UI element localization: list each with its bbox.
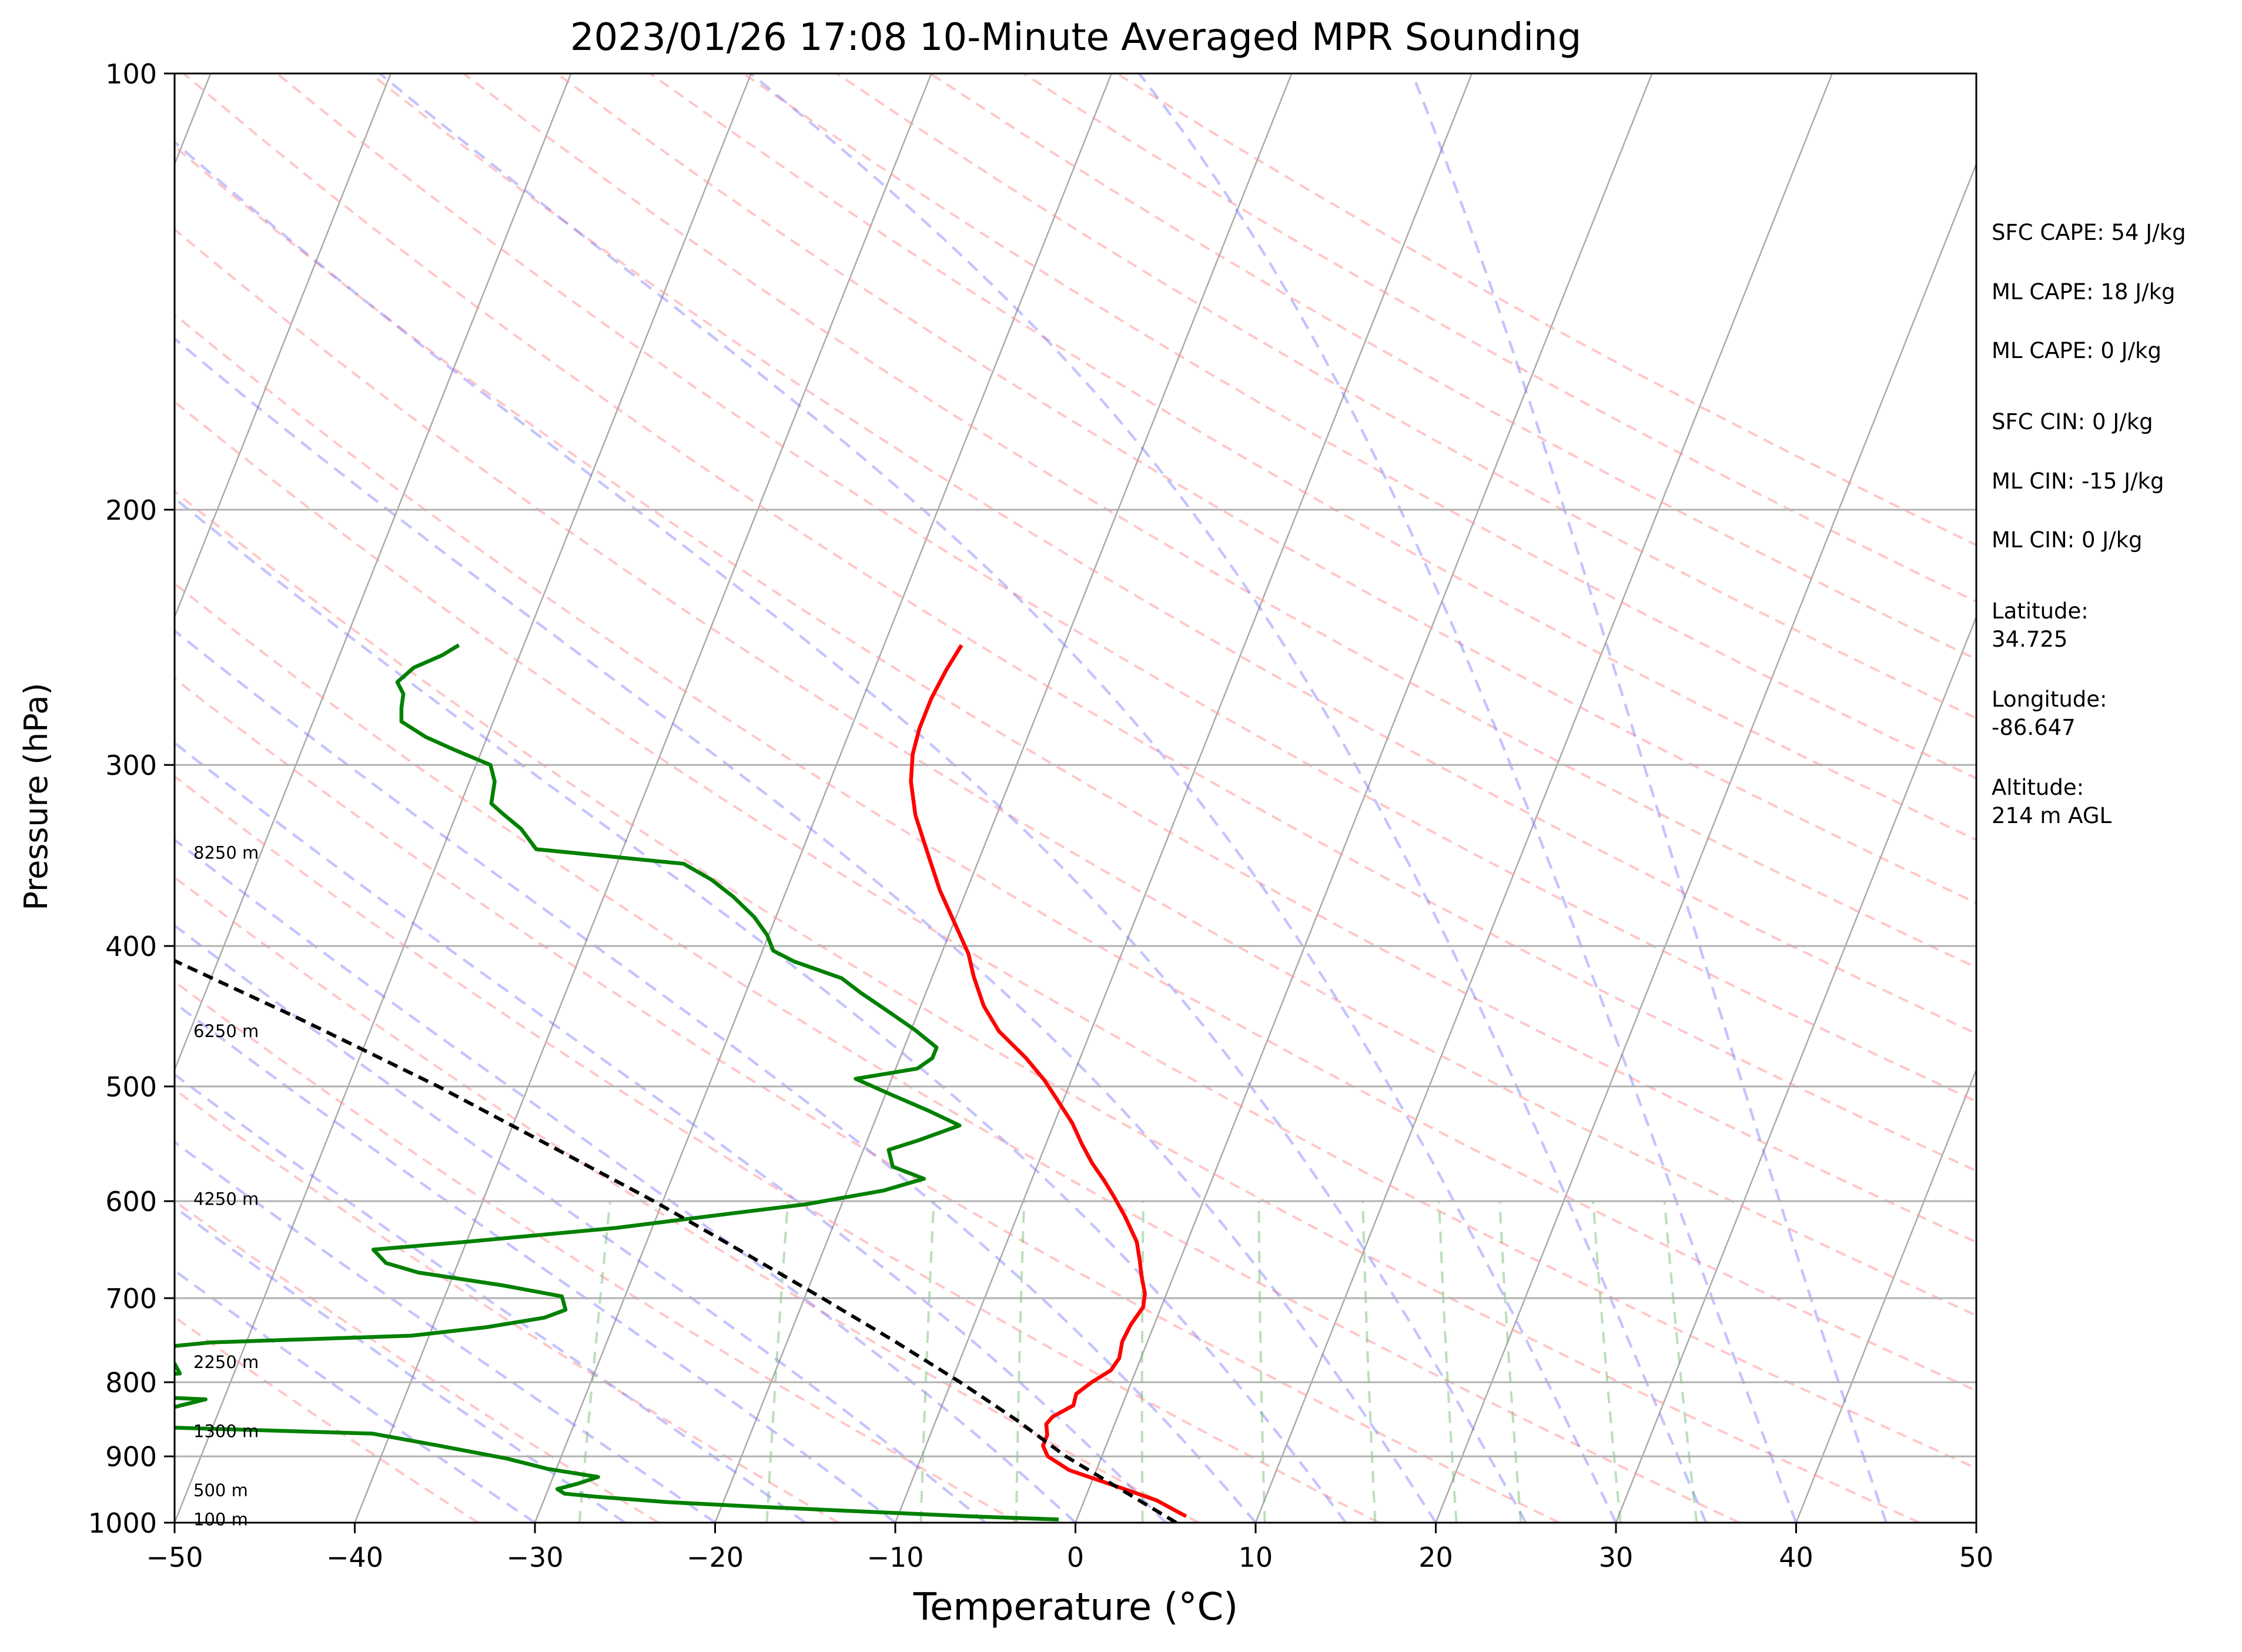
- x-axis-label: Temperature (°C): [913, 1586, 1238, 1629]
- dry-adiabat-line: [649, 73, 1976, 841]
- longitude-value: -86.647: [1992, 715, 2076, 740]
- moist-adiabat-line: [1411, 73, 1888, 1523]
- y-tick-label: 200: [105, 494, 157, 526]
- isotherm-line: [894, 73, 1473, 1523]
- height-label: 8250 m: [193, 843, 259, 863]
- dry-adiabat-line: [175, 1315, 479, 1523]
- isotherm-line: [175, 73, 572, 1072]
- dry-adiabat-line: [175, 228, 1976, 1317]
- latitude-value: 34.725: [1992, 627, 2068, 652]
- dry-adiabat-line: [175, 582, 1740, 1523]
- dry-adiabat-line: [175, 677, 1560, 1523]
- dry-adiabat-line: [463, 73, 1976, 969]
- dry-adiabat-line: [369, 73, 1976, 1035]
- y-tick-label: 100: [105, 58, 157, 90]
- y-tick-label: 300: [105, 750, 157, 781]
- height-label: 1300 m: [193, 1422, 259, 1442]
- y-tick-label: 1000: [88, 1507, 157, 1539]
- dry-adiabat-line: [182, 73, 1976, 1172]
- isotherm-line: [1254, 73, 1833, 1523]
- x-tick-label: 50: [1959, 1541, 1994, 1573]
- latitude-label: Latitude:: [1992, 598, 2089, 624]
- dry-adiabat-line: [175, 1088, 839, 1523]
- y-tick-label: 800: [105, 1367, 157, 1399]
- x-axis-ticks: −50 −40 −30 −20 −10 0 10 20 30 40 50: [146, 1523, 1993, 1573]
- isotherm-line: [1435, 162, 1976, 1523]
- dry-adiabat-line: [175, 145, 1976, 1243]
- y-tick-label: 700: [105, 1283, 157, 1315]
- y-tick-label: 600: [105, 1186, 157, 1218]
- x-tick-label: 40: [1779, 1541, 1813, 1573]
- isotherm-line: [354, 73, 932, 1523]
- isotherm-line: [534, 73, 1112, 1523]
- temperature-profile-line: [909, 644, 1187, 1519]
- moist-adiabat-line: [175, 496, 1347, 1523]
- moist-adiabat-line: [379, 73, 1618, 1523]
- moist-adiabat-line: [175, 1001, 896, 1523]
- moist-adiabat-line: [175, 629, 1257, 1523]
- dry-adiabat-line: [556, 73, 1976, 905]
- isotherm-line: [175, 73, 391, 619]
- x-tick-label: 0: [1067, 1541, 1084, 1573]
- moist-adiabat-line: [175, 741, 1167, 1523]
- isotherm-line: [714, 73, 1293, 1523]
- x-tick-label: −20: [687, 1541, 744, 1573]
- ml-cin-text: ML CIN: -15 J/kg: [1992, 469, 2164, 494]
- reference-lines: [175, 73, 1976, 1523]
- isotherm-line: [1615, 614, 1976, 1523]
- y-tick-label: 500: [105, 1071, 157, 1103]
- longitude-label: Longitude:: [1992, 687, 2107, 712]
- dry-adiabat-line: [175, 400, 1976, 1470]
- y-tick-label: 900: [105, 1441, 157, 1473]
- moist-adiabat-line: [175, 140, 1527, 1523]
- dry-adiabat-line: [276, 73, 1976, 1103]
- moist-adiabat-line: [175, 1205, 626, 1523]
- y-axis-label: Pressure (hPa): [18, 683, 55, 910]
- sfc-cin-text: SFC CIN: 0 J/kg: [1992, 409, 2153, 434]
- x-tick-label: 30: [1599, 1541, 1634, 1573]
- dry-adiabat-line: [175, 775, 1380, 1523]
- height-label: 4250 m: [193, 1189, 259, 1209]
- sfc-cape-text: SFC CAPE: 54 J/kg: [1992, 220, 2186, 245]
- x-tick-label: −40: [326, 1541, 383, 1573]
- x-tick-label: −10: [866, 1541, 923, 1573]
- height-label: 500 m: [193, 1480, 248, 1500]
- moist-adiabat-line: [749, 73, 1708, 1523]
- data-series: [175, 643, 1187, 1523]
- dry-adiabat-line: [175, 490, 1920, 1523]
- height-labels: 8250 m 6250 m 4250 m 2250 m 1300 m 500 m 100 m: [193, 843, 259, 1530]
- isotherm-line: [1795, 1068, 1976, 1523]
- isotherm-line: [1075, 73, 1653, 1523]
- x-tick-label: −50: [146, 1541, 203, 1573]
- dewpoint-profile-line: [175, 643, 1059, 1521]
- x-tick-label: 10: [1239, 1541, 1273, 1573]
- y-axis-ticks: 100 200 300 400 500 600 700 800 900 1000: [88, 58, 175, 1539]
- parcel-path-line: [175, 958, 1177, 1523]
- ml-cape-text: ML CAPE: 18 J/kg: [1992, 279, 2176, 305]
- y-tick-label: 400: [105, 931, 157, 962]
- moist-adiabat-line: [1138, 73, 1798, 1523]
- ml-cin-2-text: ML CIN: 0 J/kg: [1992, 527, 2143, 553]
- height-label: 6250 m: [193, 1021, 259, 1041]
- pressure-gridlines: [175, 509, 1976, 1457]
- altitude-label: Altitude:: [1992, 775, 2084, 800]
- height-label: 100 m: [193, 1510, 248, 1530]
- x-tick-label: 20: [1418, 1541, 1453, 1573]
- moist-adiabat-line: [175, 1072, 807, 1523]
- chart-title: 2023/01/26 17:08 10-Minute Averaged MPR …: [570, 16, 1581, 59]
- moist-adiabat-line: [175, 336, 1437, 1523]
- moist-adiabat-line: [175, 838, 1077, 1523]
- altitude-value: 214 m AGL: [1992, 803, 2112, 828]
- moist-adiabat-line: [175, 1269, 536, 1523]
- moist-adiabat-line: [175, 1140, 716, 1523]
- height-label: 2250 m: [193, 1352, 259, 1372]
- ml-cape-2-text: ML CAPE: 0 J/kg: [1992, 338, 2161, 363]
- x-tick-label: −30: [506, 1541, 563, 1573]
- dry-adiabat-line: [175, 875, 1200, 1523]
- dry-adiabat-line: [175, 313, 1976, 1392]
